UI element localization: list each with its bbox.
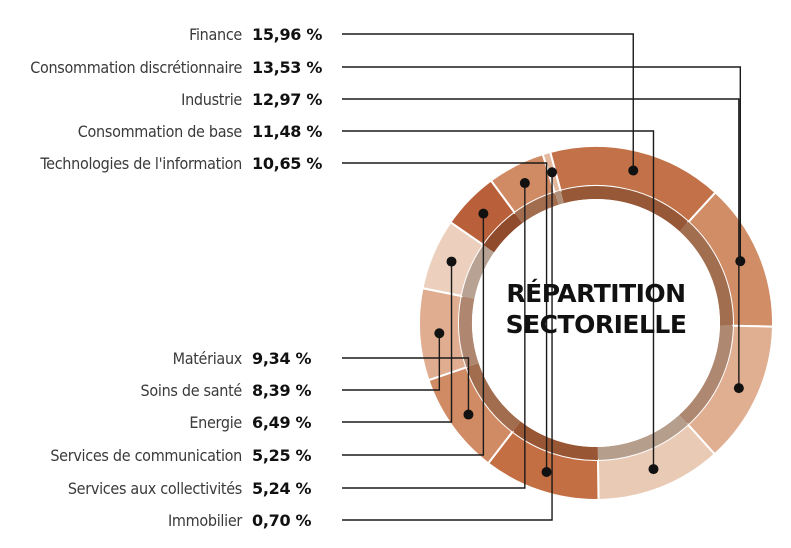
leader-dot [628, 165, 639, 176]
legend-row: Finance 15,96 % [0, 22, 330, 46]
leader-line [342, 357, 470, 415]
legend-row: Consommation discrétionnaire 13,53 % [0, 55, 330, 79]
leader-line [342, 333, 441, 391]
slice-value: 5,25 % [252, 445, 312, 465]
slice-label: Finance [189, 24, 242, 44]
slice-label: Consommation de base [77, 121, 243, 141]
leader-lines [342, 33, 746, 521]
slice-label: Technologies de l'information [40, 153, 242, 173]
donut-slice-inner-band [514, 192, 559, 224]
donut-slice-inner-band [459, 296, 479, 368]
slice-value: 15,96 % [252, 24, 323, 44]
legend-row: Matériaux 9,34 % [0, 346, 330, 370]
slice-label: Immobilier [167, 510, 242, 530]
legend-row: Consommation de base 11,48 % [0, 119, 330, 143]
legend-row: Immobilier 0,70 % [0, 508, 330, 532]
legend-row: Industrie 12,97 % [0, 87, 330, 111]
legend-row: Soins de santé 8,39 % [0, 378, 330, 402]
donut-slice-inner-band [554, 190, 564, 205]
slice-value: 5,24 % [252, 478, 312, 498]
legend-row: Services de communication 5,25 % [0, 443, 330, 467]
donut-slice-inner-band [466, 363, 521, 432]
leader-dot [519, 178, 530, 189]
leader-line [342, 162, 548, 473]
slice-label: Services aux collectivités [67, 478, 242, 498]
chart-title-line-1: RÉPARTITION [506, 279, 686, 308]
slice-value: 0,70 % [252, 510, 312, 530]
slice-label: Industrie [181, 89, 242, 109]
donut-slice-inner-band [560, 186, 689, 232]
leader-line [342, 261, 453, 423]
slice-value: 12,97 % [252, 89, 323, 109]
leader-dot [733, 383, 744, 394]
chart-title-line-2: SECTORIELLE [505, 310, 687, 339]
donut-hole [472, 199, 720, 447]
leader-line [342, 130, 655, 470]
donut-slice-inner-band [597, 414, 688, 460]
donut-slice-inner-band [461, 244, 495, 299]
donut-slice-inner-band [512, 421, 598, 461]
slice-value: 10,65 % [252, 153, 323, 173]
legend-row: Services aux collectivités 5,24 % [0, 476, 330, 500]
leader-dot [541, 467, 552, 478]
leader-dot [463, 409, 474, 420]
donut-slice-inner-band [483, 212, 523, 253]
chart-title: RÉPARTITION SECTORIELLE [476, 278, 716, 340]
leader-dot [648, 464, 659, 475]
legend-row: Technologies de l'information 10,65 % [0, 151, 330, 175]
donut-slice-inner-band [679, 221, 733, 326]
leader-dot [446, 256, 457, 267]
slice-value: 13,53 % [252, 57, 323, 77]
leader-line [342, 33, 634, 171]
slice-label: Consommation discrétionnaire [30, 57, 242, 77]
slice-value: 6,49 % [252, 412, 312, 432]
leader-line [342, 66, 742, 262]
slice-value: 11,48 % [252, 121, 323, 141]
leader-line [342, 172, 553, 521]
donut-slice-inner-band [679, 325, 733, 425]
leader-line [342, 183, 526, 489]
slice-label: Matériaux [172, 348, 243, 368]
slice-value: 9,34 % [252, 348, 312, 368]
leader-line [342, 213, 485, 456]
leader-dot [478, 208, 489, 219]
slice-value: 8,39 % [252, 380, 312, 400]
leader-dot [547, 167, 558, 178]
leader-line [342, 98, 740, 389]
slice-label: Services de communication [50, 445, 242, 465]
slice-label: Energie [189, 412, 242, 432]
slice-label: Soins de santé [140, 380, 243, 400]
leader-dot [434, 328, 445, 339]
legend-row: Energie 6,49 % [0, 410, 330, 434]
leader-dot [735, 256, 746, 267]
donut-ring [418, 145, 774, 501]
